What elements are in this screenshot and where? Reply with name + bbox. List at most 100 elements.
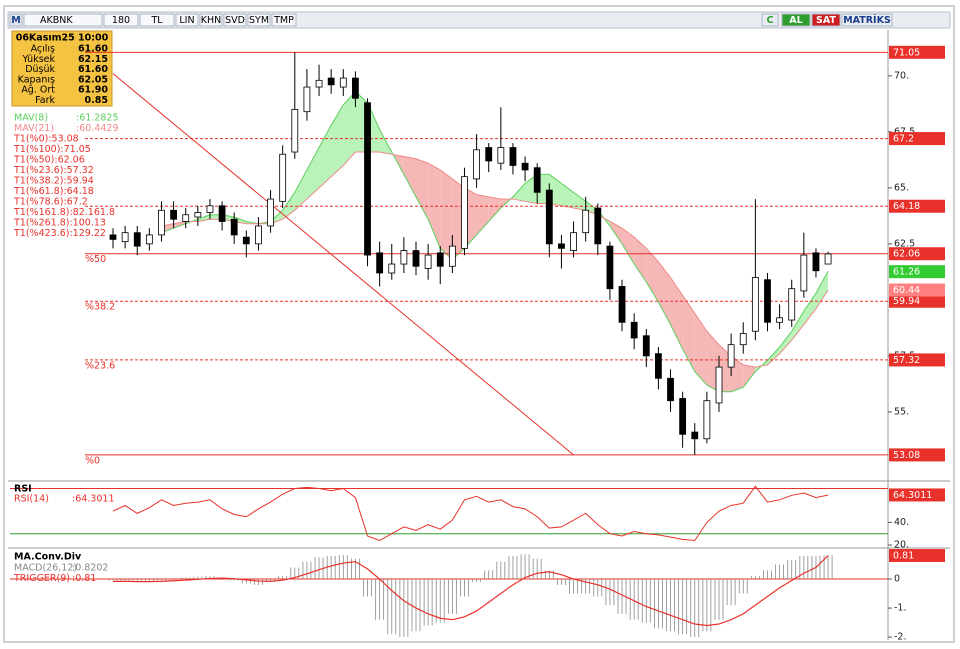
ma-band (403, 156, 416, 197)
candle-body (727, 344, 735, 368)
ma-band (319, 125, 332, 188)
candle-body (109, 234, 117, 240)
ma-band (622, 228, 635, 265)
candle-body (145, 234, 153, 245)
value-box (889, 353, 945, 367)
candle-body (291, 109, 299, 153)
panel-title: MA.Conv.Div (14, 552, 82, 563)
ma-band (682, 295, 695, 372)
candle-body (788, 288, 796, 321)
ma-band (306, 147, 320, 200)
y-tick-label: -2. (894, 632, 907, 643)
info-label: Ağ. Ort (21, 85, 55, 96)
candle-body (800, 254, 808, 292)
toolbar-button[interactable] (23, 13, 103, 27)
trend-line (112, 73, 574, 456)
toolbar-button[interactable] (199, 13, 223, 27)
fib-label: %0 (85, 455, 100, 466)
candle-body (303, 86, 311, 113)
ma-band (694, 313, 707, 386)
fib-text: T1(%78.6):67.2 (13, 197, 88, 208)
toolbar-button[interactable] (9, 13, 23, 27)
ma-band (343, 91, 356, 166)
value-box-label: 64.3011 (893, 490, 932, 501)
toolbar-button[interactable] (223, 13, 247, 27)
candle-body (618, 286, 626, 323)
legend-value: :60.4429 (76, 123, 119, 134)
y-tick-label: -1. (894, 603, 907, 614)
fib-label: %50 (85, 254, 106, 265)
candle-body (667, 377, 674, 402)
toolbar-button[interactable] (247, 13, 271, 27)
candle-body (485, 147, 493, 162)
value-box (889, 132, 945, 146)
candle-body (655, 353, 662, 379)
candle-body (388, 263, 396, 274)
candle-body (194, 212, 202, 218)
ma-band (428, 163, 441, 249)
candle-body (376, 252, 384, 274)
ma-band (440, 169, 453, 260)
candle-body (327, 77, 335, 86)
candle-body (133, 232, 141, 247)
y-tick-label: 62.5 (894, 238, 915, 249)
info-value: 62.15 (78, 54, 108, 65)
toolbar-button[interactable] (103, 13, 139, 27)
candle-body (630, 321, 638, 339)
candle-body (473, 149, 481, 180)
toolbar-button[interactable] (781, 13, 811, 27)
toolbar-label: SAT (816, 15, 836, 26)
fib-text: T1(%50):62.06 (13, 155, 85, 166)
y-tick-label: 40. (894, 517, 909, 528)
ma-band (743, 364, 756, 388)
legend-name: MAV(21) (14, 123, 54, 134)
toolbar-label: M (11, 15, 20, 26)
value-box-label: 62.06 (893, 249, 920, 260)
ma-band (512, 183, 526, 202)
candle-body (606, 245, 614, 290)
toolbar-button[interactable] (175, 13, 199, 27)
ma-band (779, 331, 792, 354)
toolbar-label: TL (150, 15, 163, 26)
info-value: 61.60 (78, 64, 108, 75)
value-box-label: 67.2 (893, 134, 914, 145)
toolbar-button[interactable] (271, 13, 297, 27)
fib-label: %38.2 (85, 302, 115, 313)
toolbar-button[interactable] (139, 13, 175, 27)
value-box-label: 53.08 (893, 450, 920, 461)
toolbar-button[interactable] (811, 13, 841, 27)
candle-body (703, 400, 711, 440)
candle-body (351, 77, 359, 99)
info-label: Açılış (31, 44, 55, 55)
info-value: 61.60 (78, 44, 108, 55)
ma-band (791, 311, 804, 341)
candle-body (267, 198, 274, 227)
value-box-label: 57.32 (893, 355, 920, 366)
value-box (889, 549, 945, 563)
ma-band (670, 277, 683, 350)
toolbar-label: SYM (249, 15, 269, 26)
toolbar-button[interactable] (841, 13, 893, 27)
candle-body (230, 218, 238, 236)
legend-name: MAV(8) (14, 113, 48, 124)
candle-body (436, 252, 444, 267)
fib-text: T1(%261.8):100.13 (13, 218, 106, 229)
value-box (889, 448, 945, 462)
ma-band (234, 216, 247, 224)
candle-body (255, 225, 262, 245)
y-tick-label: 0 (894, 574, 900, 585)
legend-name: MACD(26,12) (14, 563, 77, 574)
candle-body (691, 431, 699, 440)
candle-body (400, 250, 408, 265)
candle-body (170, 209, 178, 220)
value-box-label: 71.05 (893, 47, 920, 58)
toolbar-label: MATRİKS (843, 15, 891, 26)
toolbar-button[interactable] (761, 13, 779, 27)
ma-band (173, 221, 186, 229)
trigger-line (113, 555, 829, 627)
candle-body (521, 162, 529, 171)
candle-body (315, 79, 323, 88)
ma-band (488, 196, 501, 222)
value-box (889, 247, 945, 261)
